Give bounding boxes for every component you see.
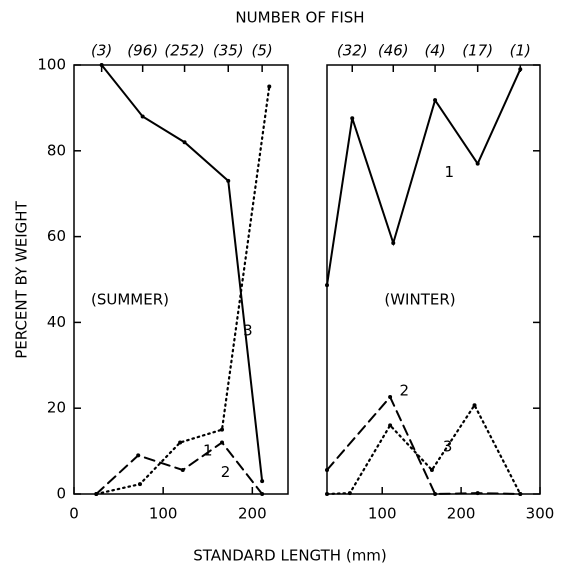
x-tick-label: 100 (149, 505, 178, 523)
x-tick-label: 300 (526, 505, 555, 523)
top-tick-label: (4) (424, 42, 445, 60)
series-label: 2 (400, 382, 410, 400)
series-label: 3 (443, 437, 453, 455)
point (388, 395, 393, 400)
point (325, 283, 329, 288)
series-line (95, 85, 271, 496)
top-tick-label: (1) (510, 42, 531, 60)
point (433, 98, 438, 103)
point (475, 491, 480, 496)
y-tick-label: 40 (47, 313, 66, 331)
point (350, 116, 355, 121)
point (429, 467, 434, 472)
plot-frame (326, 64, 541, 495)
top-tick-label: (17) (462, 42, 493, 60)
point (518, 67, 523, 72)
point (347, 491, 352, 496)
plot-frame (73, 64, 289, 495)
top-tick-label: (252) (164, 42, 204, 60)
x-tick-label: 200 (447, 505, 476, 523)
top-tick-label: (5) (252, 42, 273, 60)
x-tick-label: 200 (238, 505, 267, 523)
panel-label: (WINTER) (384, 291, 455, 309)
point (220, 440, 225, 445)
series-line (326, 68, 522, 287)
point (226, 178, 231, 183)
point (260, 479, 265, 484)
x-axis-label: STANDARD LENGTH (mm) (193, 547, 387, 565)
y-tick-label: 60 (47, 227, 66, 245)
top-tick-label: (46) (378, 42, 409, 60)
top-tick-label: (32) (337, 42, 368, 60)
point (472, 403, 477, 408)
point (267, 84, 272, 89)
point (99, 63, 104, 67)
figure-title: NUMBER OF FISH (235, 9, 364, 27)
point (140, 114, 145, 119)
top-tick-label: (96) (127, 42, 158, 60)
series-label: 2 (221, 463, 231, 481)
series-line (326, 395, 522, 496)
y-axis-label: PERCENT BY WEIGHT (13, 200, 31, 358)
x-tick-label: 0 (69, 505, 79, 523)
top-tick-label: (35) (213, 42, 244, 60)
point (180, 467, 185, 472)
series-line (100, 64, 264, 483)
y-tick-label: 20 (47, 399, 66, 417)
y-tick-label: 0 (56, 485, 66, 503)
top-tick-label: (3) (91, 42, 112, 60)
panel-label: (SUMMER) (91, 291, 169, 309)
point (391, 241, 396, 246)
series-label: 1 (203, 442, 213, 460)
point (388, 423, 393, 428)
series-line (325, 403, 522, 496)
point (136, 453, 141, 458)
point (137, 482, 142, 487)
point (182, 140, 187, 145)
point (518, 492, 523, 496)
point (260, 492, 265, 496)
point (325, 467, 329, 472)
point (433, 492, 438, 496)
series-label: 1 (445, 163, 455, 181)
point (220, 427, 225, 432)
point (475, 161, 480, 166)
series-line (95, 441, 264, 495)
point (94, 492, 99, 496)
y-tick-label: 80 (47, 141, 66, 159)
point (178, 440, 183, 445)
y-tick-label: 100 (37, 56, 66, 74)
point (325, 492, 329, 496)
series-label: 3 (243, 321, 253, 339)
x-tick-label: 100 (368, 505, 397, 523)
